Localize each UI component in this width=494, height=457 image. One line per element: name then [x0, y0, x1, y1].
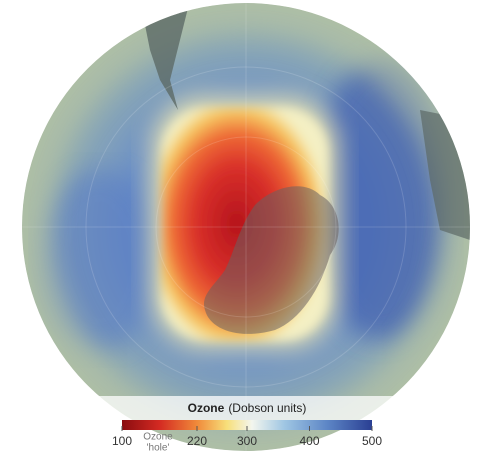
colorbar-tick-label: 100 — [112, 434, 132, 448]
colorbar-tick-label: 300 — [237, 434, 257, 448]
legend-units: (Dobson units) — [228, 401, 306, 415]
legend-title: Ozone — [188, 401, 225, 415]
hole-annotation: Ozone — [143, 432, 173, 443]
hole-annotation: 'hole' — [147, 443, 170, 454]
colorbar-tick-label: 500 — [362, 434, 382, 448]
colorbar-tick-label: 220 — [187, 434, 207, 448]
colorbar-tick-label: 400 — [299, 434, 319, 448]
legend-band — [22, 396, 472, 420]
colorbar — [122, 420, 372, 430]
legend-heading: Ozone (Dobson units) — [188, 401, 307, 415]
